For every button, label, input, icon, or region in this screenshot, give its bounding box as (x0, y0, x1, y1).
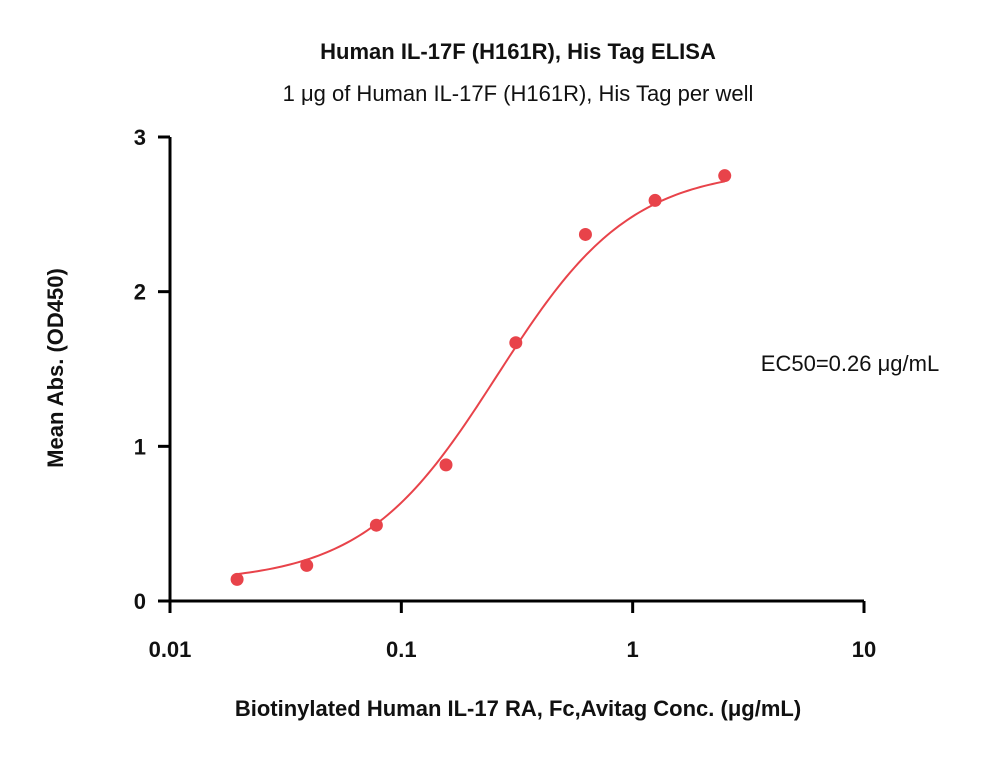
x-tick-label: 0.1 (386, 637, 417, 662)
data-point (718, 169, 732, 183)
y-tick-label: 3 (134, 125, 146, 150)
data-points-layer (230, 169, 732, 586)
data-point (439, 458, 453, 472)
x-tick-label: 10 (852, 637, 876, 662)
y-tick-label: 1 (134, 434, 146, 459)
fit-curve (236, 180, 725, 576)
x-tick-label: 0.01 (149, 637, 192, 662)
data-point (300, 558, 314, 572)
fit-curve-layer (236, 180, 725, 576)
chart-title: Human IL-17F (H161R), His Tag ELISA (320, 39, 716, 64)
y-tick-label: 2 (134, 280, 146, 305)
data-point (369, 518, 383, 532)
x-axis-label: Biotinylated Human IL-17 RA, Fc,Avitag C… (235, 696, 801, 721)
data-point (578, 227, 592, 241)
x-tick-label: 1 (627, 637, 639, 662)
y-tick-label: 0 (134, 589, 146, 614)
ec50-annotation: EC50=0.26 μg/mL (761, 351, 939, 376)
data-point (648, 193, 662, 207)
data-point (509, 336, 523, 350)
data-point (230, 572, 244, 586)
axes: 0 1 2 3 0.01 0.1 1 10 (134, 125, 876, 662)
y-axis-label: Mean Abs. (OD450) (43, 268, 68, 468)
chart-subtitle: 1 μg of Human IL-17F (H161R), His Tag pe… (283, 81, 754, 106)
